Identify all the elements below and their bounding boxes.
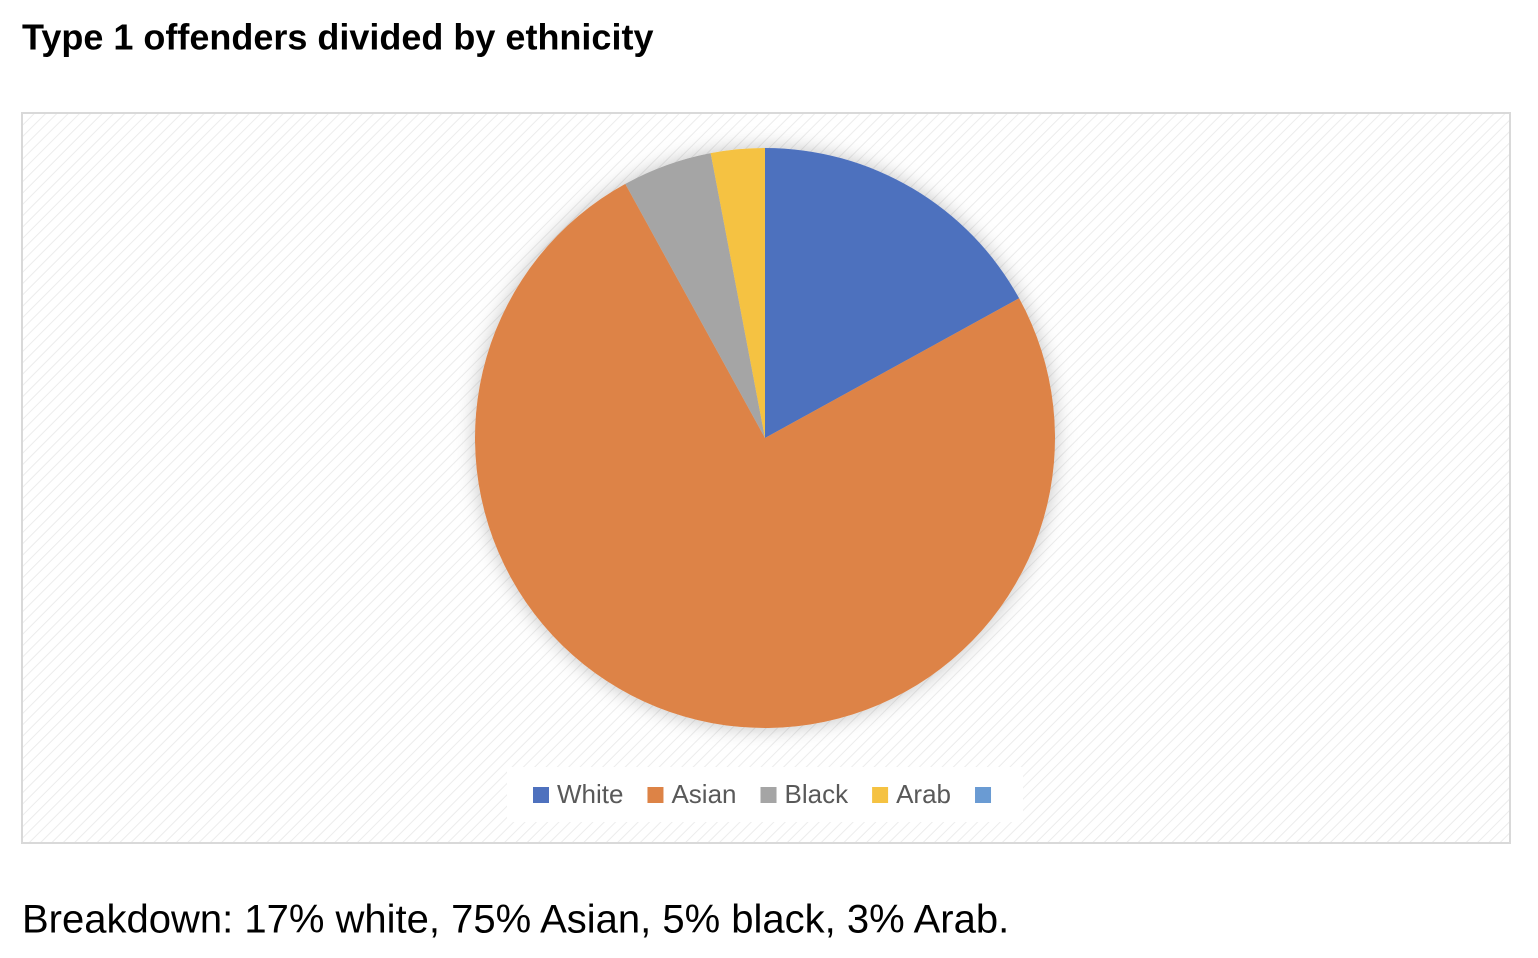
legend: White Asian Black Arab xyxy=(533,779,992,809)
legend-label: Asian xyxy=(671,779,736,809)
pie-slice xyxy=(625,153,765,438)
chart-title: Type 1 offenders divided by ethnicity xyxy=(22,17,653,58)
legend-swatch xyxy=(533,787,549,803)
caption: Breakdown: 17% white, 75% Asian, 5% blac… xyxy=(22,898,1009,942)
pie-slice xyxy=(475,183,1056,728)
legend-label: White xyxy=(557,779,623,809)
pie-slice xyxy=(710,148,765,438)
legend-swatch xyxy=(872,787,889,803)
pie xyxy=(475,148,1056,728)
legend-label: Arab xyxy=(896,779,951,809)
pie-slice xyxy=(765,148,1020,438)
legend-label: Black xyxy=(785,779,850,809)
legend-swatch xyxy=(760,787,777,803)
legend-swatch xyxy=(647,787,664,803)
legend-swatch xyxy=(975,787,992,803)
